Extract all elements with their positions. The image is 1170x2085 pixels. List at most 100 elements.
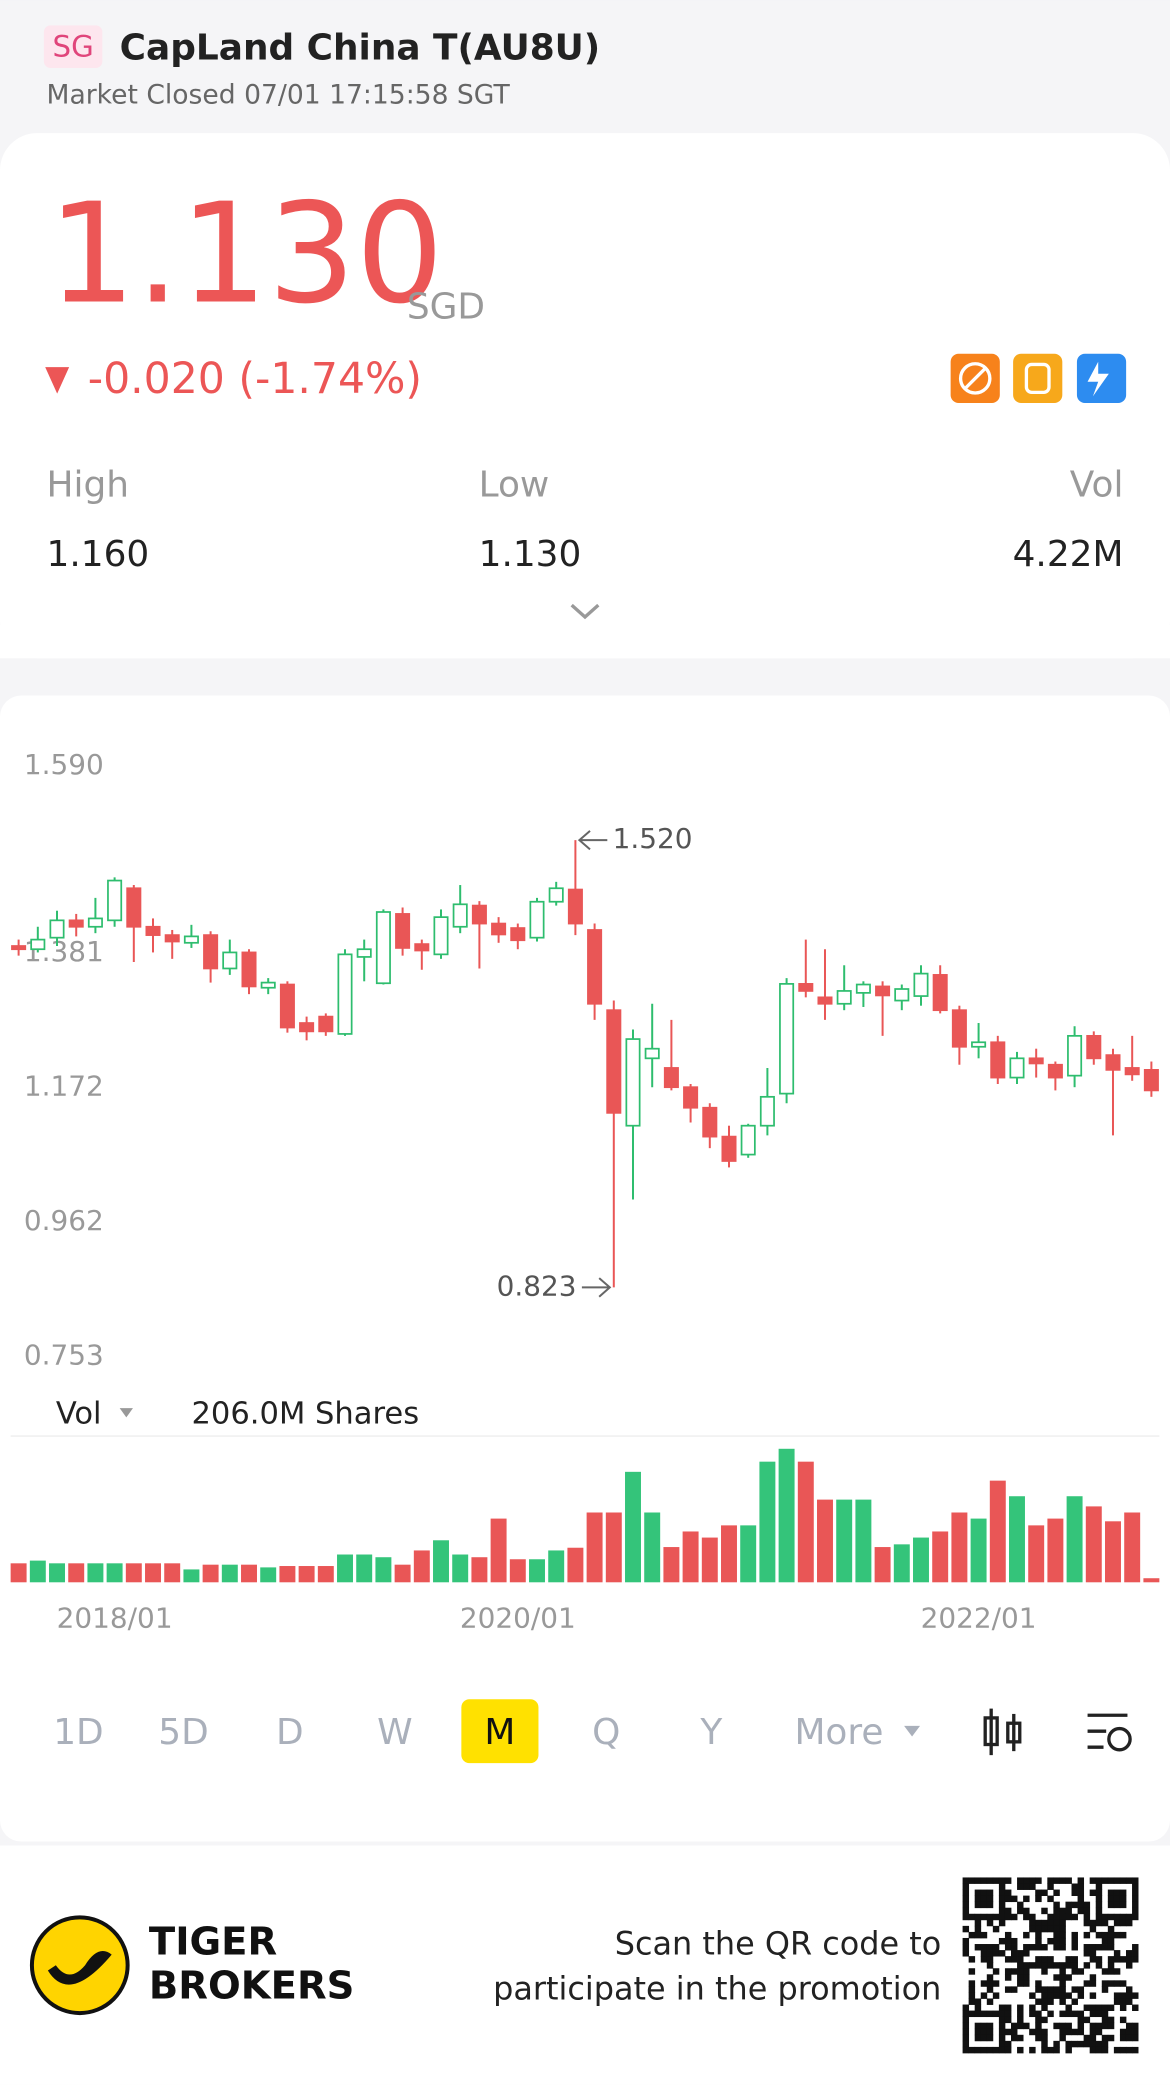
expand-chevron[interactable] [570, 603, 600, 620]
candle-body [855, 983, 871, 994]
period-active-bg [461, 1699, 539, 1764]
qr-module [962, 1883, 970, 1890]
qr-module [1095, 1919, 1103, 1927]
qr-module [974, 2034, 982, 2042]
brand-line: TIGER [149, 1919, 277, 1964]
qr-module [1132, 2034, 1139, 2042]
qr-module [1083, 1919, 1091, 1927]
period-tab[interactable]: 5D [158, 1712, 208, 1753]
candle-body [798, 983, 814, 992]
qr-module [1023, 1974, 1030, 1981]
qr-module [1107, 2034, 1115, 2042]
quote-card [0, 133, 1170, 659]
qr-module [1035, 2010, 1042, 2018]
period-tab[interactable]: M [484, 1712, 515, 1753]
qr-module [962, 1925, 970, 1933]
qr-module [1113, 1980, 1121, 1987]
qr-module [974, 1901, 982, 1909]
qr-module [1004, 2016, 1012, 2024]
qr-module [1023, 1913, 1030, 1921]
qr-module [998, 1950, 1006, 1957]
candle-body [663, 1067, 679, 1089]
indicator-settings-button[interactable] [1087, 1713, 1132, 1752]
volume-bar [356, 1554, 373, 1583]
qr-module [1101, 1877, 1109, 1884]
qr-module [974, 1919, 982, 1927]
qr-module [986, 1998, 994, 2005]
qr-module [974, 1889, 982, 1897]
qr-module [1053, 2040, 1060, 2048]
qr-module [1035, 1962, 1042, 1969]
qr-module [1119, 1877, 1127, 1884]
candle-type-button[interactable] [983, 1708, 1022, 1756]
qr-module [1065, 1962, 1072, 1969]
qr-module [1125, 1956, 1133, 1963]
qr-module [1071, 2028, 1078, 2036]
qr-module [1041, 1962, 1048, 1969]
volume-dropdown[interactable] [119, 1408, 133, 1418]
period-tab[interactable]: Y [699, 1712, 722, 1753]
qr-module [998, 1877, 1006, 1884]
qr-module [992, 1925, 1000, 1933]
period-tab[interactable]: More [794, 1712, 883, 1753]
qr-module [1041, 1919, 1048, 1927]
period-tab[interactable]: 1D [53, 1712, 103, 1753]
period-tab[interactable]: D [276, 1712, 304, 1753]
qr-module [1029, 2028, 1036, 2036]
qr-module [1059, 1968, 1066, 1975]
qr-module [980, 2022, 988, 2030]
qr-module [986, 2034, 994, 2042]
qr-module [1029, 1962, 1036, 1969]
candle-body [1105, 1054, 1121, 1071]
volume-bar [1124, 1512, 1141, 1583]
qr-module [980, 1992, 988, 1999]
qr-module [1004, 2046, 1012, 2054]
qr-module [1125, 2046, 1133, 2054]
volume-bar [490, 1518, 507, 1583]
qr-module [968, 1931, 976, 1939]
volume-bar [625, 1471, 641, 1583]
qr-module [1083, 1944, 1091, 1951]
qr-module [1083, 2034, 1091, 2042]
qr-module [980, 2028, 988, 2036]
price: 1.130 [48, 173, 444, 334]
qr-module [1059, 2010, 1066, 2018]
more-dropdown[interactable] [904, 1725, 921, 1737]
qr-module [998, 2022, 1006, 2030]
qr-module [1047, 1919, 1054, 1927]
qr-module [1041, 1944, 1048, 1951]
period-tab[interactable]: Q [592, 1712, 620, 1753]
qr-module [992, 1992, 1000, 1999]
qr-module [1047, 1937, 1054, 1945]
qr-module [1095, 2022, 1103, 2030]
qr-module [1095, 1907, 1103, 1915]
qr-module [1077, 1895, 1085, 1903]
qr-module [1017, 1980, 1024, 1987]
qr-module [1095, 2004, 1103, 2011]
qr-module [1035, 1986, 1042, 1993]
qr-module [1132, 1992, 1139, 1999]
qr-module [986, 1980, 994, 1987]
qr-module [986, 1950, 994, 1957]
qr-module [962, 1944, 970, 1951]
period-tab[interactable]: W [377, 1712, 412, 1753]
qr-module [1101, 1980, 1109, 1987]
icon-dividend[interactable] [1013, 353, 1063, 403]
x-tick-label: 2022/01 [921, 1602, 1037, 1635]
qr-module [1095, 2010, 1103, 2018]
qr-module [1113, 1931, 1121, 1939]
qr-module [1011, 1913, 1018, 1921]
qr-module [1107, 2016, 1115, 2024]
qr-module [1059, 1944, 1066, 1951]
qr-module [1083, 1980, 1091, 1987]
qr-module [1004, 2004, 1012, 2011]
volume-label[interactable]: Vol [56, 1396, 102, 1431]
qr-module [998, 2016, 1006, 2024]
volume-bar [663, 1547, 680, 1583]
qr-module [974, 1998, 982, 2005]
qr-module [1107, 2022, 1115, 2030]
qr-module [1089, 1889, 1097, 1897]
qr-module [1047, 1956, 1054, 1963]
volume-bar [970, 1518, 987, 1583]
